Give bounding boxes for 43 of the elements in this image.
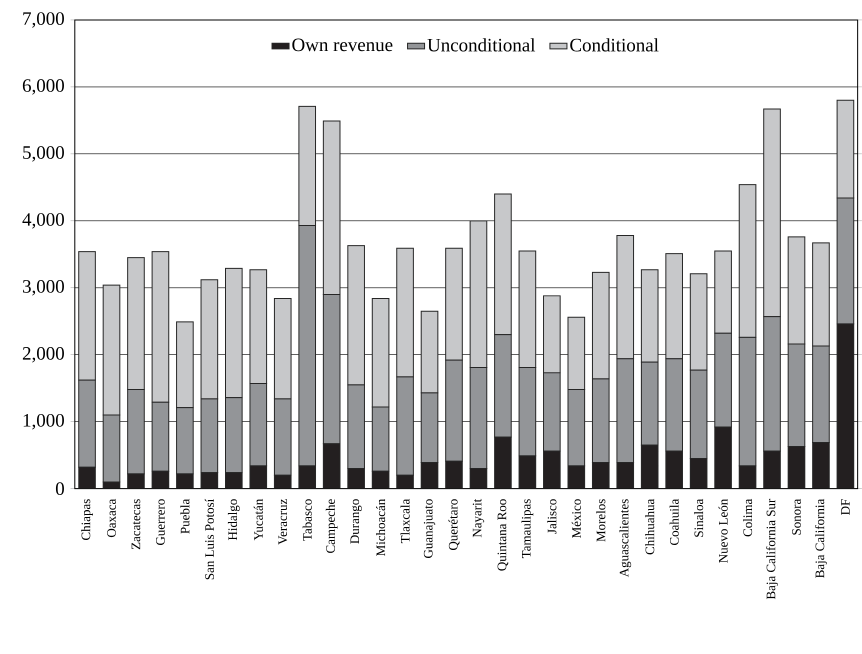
y-tick-label: 7,000 (23, 12, 64, 28)
legend-label: Own revenue (292, 38, 392, 52)
legend-label: Conditional (570, 38, 659, 52)
x-tick-label: Durango (350, 499, 362, 544)
x-tick-label: Colima (743, 498, 752, 536)
x-tick-label: Tabasco (302, 499, 312, 541)
y-tick-label: 1,000 (24, 414, 64, 430)
x-tick-label: Puebla (180, 498, 190, 534)
x-tick-label: Nuevo León (718, 498, 728, 563)
x-tick-label: Aguascalientes (619, 499, 632, 578)
y-tick-label: 3,000 (22, 280, 64, 296)
x-tick-label: México (572, 499, 581, 538)
x-tick-label: Guerrero (156, 499, 165, 545)
x-tick-label: Tamaulipas (522, 499, 534, 558)
x-tick-label: Hidalgo (228, 499, 240, 540)
x-tick-label: Veracruz (278, 499, 288, 545)
y-tick-label: 0 (56, 482, 64, 495)
x-tick-label: Campeche (326, 499, 338, 553)
x-tick-label: San Luis Potosí (204, 498, 214, 580)
x-tick-label: Zacatecas (132, 499, 140, 550)
x-tick-label: Jalisco (547, 499, 556, 534)
y-tick-label: 2,000 (22, 346, 64, 362)
legend-label: Unconditional (427, 38, 536, 52)
x-tick-label: Quintana Roo (498, 499, 508, 570)
x-tick-label: Sinaloa (694, 498, 704, 537)
y-tick-label: 4,000 (22, 212, 64, 228)
x-tick-label: Tlaxcala (400, 498, 410, 544)
x-tick-label: Querétaro (448, 499, 460, 550)
x-tick-label: Chihuahua (645, 498, 654, 554)
x-tick-label: Coahuila (670, 498, 679, 545)
x-tick-label: Baja California Sur (766, 498, 778, 600)
x-tick-label: Michoacán (376, 498, 386, 556)
x-tick-label: Sonora (792, 498, 801, 535)
y-tick-label: 5,000 (23, 146, 64, 162)
x-tick-label: Nayarit (472, 498, 484, 538)
x-tick-label: Baja California (814, 498, 827, 578)
x-tick-label: Oaxaca (107, 498, 116, 537)
x-tick-label: Morelos (596, 499, 606, 542)
x-tick-label: DF (841, 499, 850, 515)
y-tick-label: 6,000 (22, 79, 64, 95)
x-tick-label: Yucatán (254, 498, 263, 540)
x-tick-label: Guanajuato (424, 499, 436, 558)
x-tick-label: Chiapas (81, 499, 93, 540)
